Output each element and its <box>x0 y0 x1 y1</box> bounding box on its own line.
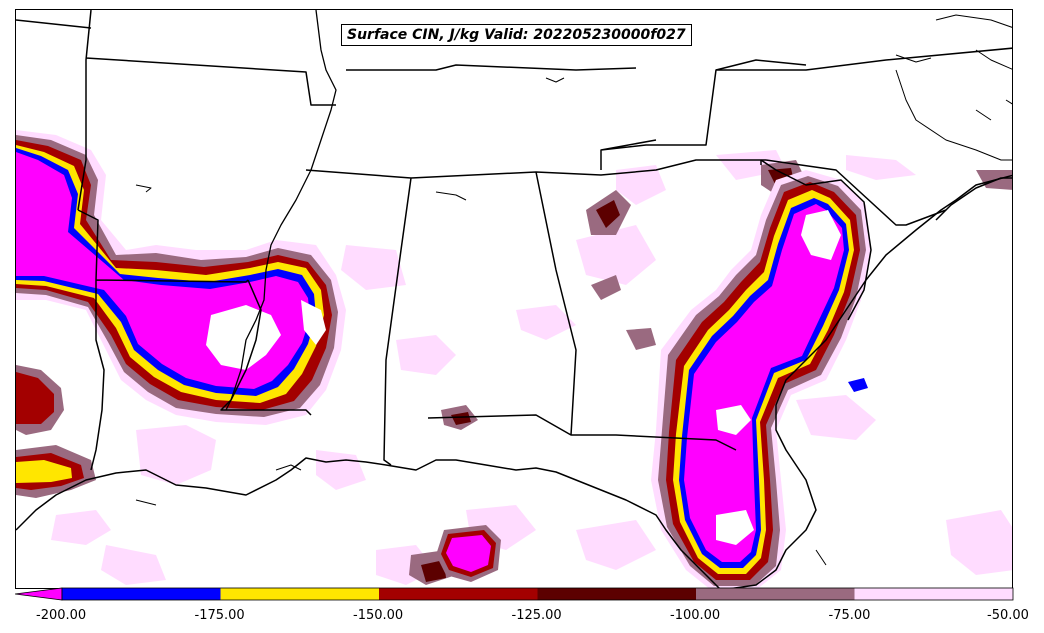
cin-field <box>16 130 1012 588</box>
cin-patch-offshore <box>848 378 868 392</box>
colorbar-extension-below <box>15 587 63 601</box>
state-lines <box>16 10 947 471</box>
small-islands <box>135 184 827 566</box>
state-lines-east <box>716 47 1012 321</box>
colorbar-bin <box>854 588 1013 600</box>
bay-lines <box>895 69 1012 161</box>
colorbar-tick-label: -75.00 <box>828 608 871 623</box>
colorbar-bin <box>696 588 855 600</box>
cin-region-west-edge <box>16 365 96 498</box>
cin-map <box>16 10 1012 588</box>
colorbar-bin <box>62 588 221 600</box>
cin-region-east <box>651 170 871 588</box>
colorbar-tick-label: -100.00 <box>670 608 721 623</box>
colorbar-bin <box>537 588 696 600</box>
colorbar-tick-label: -175.00 <box>194 608 245 623</box>
map-panel: Surface CIN, J/kg Valid: 202205230000f02… <box>15 9 1013 589</box>
colorbar <box>15 587 1014 601</box>
colorbar-tick-label: -150.00 <box>353 608 404 623</box>
colorbar-tick-label: -200.00 <box>36 608 87 623</box>
cin-region-gulf <box>436 525 501 582</box>
coastline <box>16 174 1012 588</box>
mississippi-river <box>225 10 337 411</box>
colorbar-tick-label: -50.00 <box>987 608 1029 623</box>
coastline-north <box>935 177 1012 221</box>
cin-region-west <box>16 130 346 425</box>
boundaries <box>16 10 1012 588</box>
colorbar-bin <box>220 588 379 600</box>
lake-edges <box>545 14 1012 83</box>
map-title: Surface CIN, J/kg Valid: 202205230000f02… <box>341 24 692 46</box>
colorbar-border <box>61 587 1014 601</box>
colorbar-bin <box>379 588 538 600</box>
colorbar-tick-label: -125.00 <box>511 608 562 623</box>
